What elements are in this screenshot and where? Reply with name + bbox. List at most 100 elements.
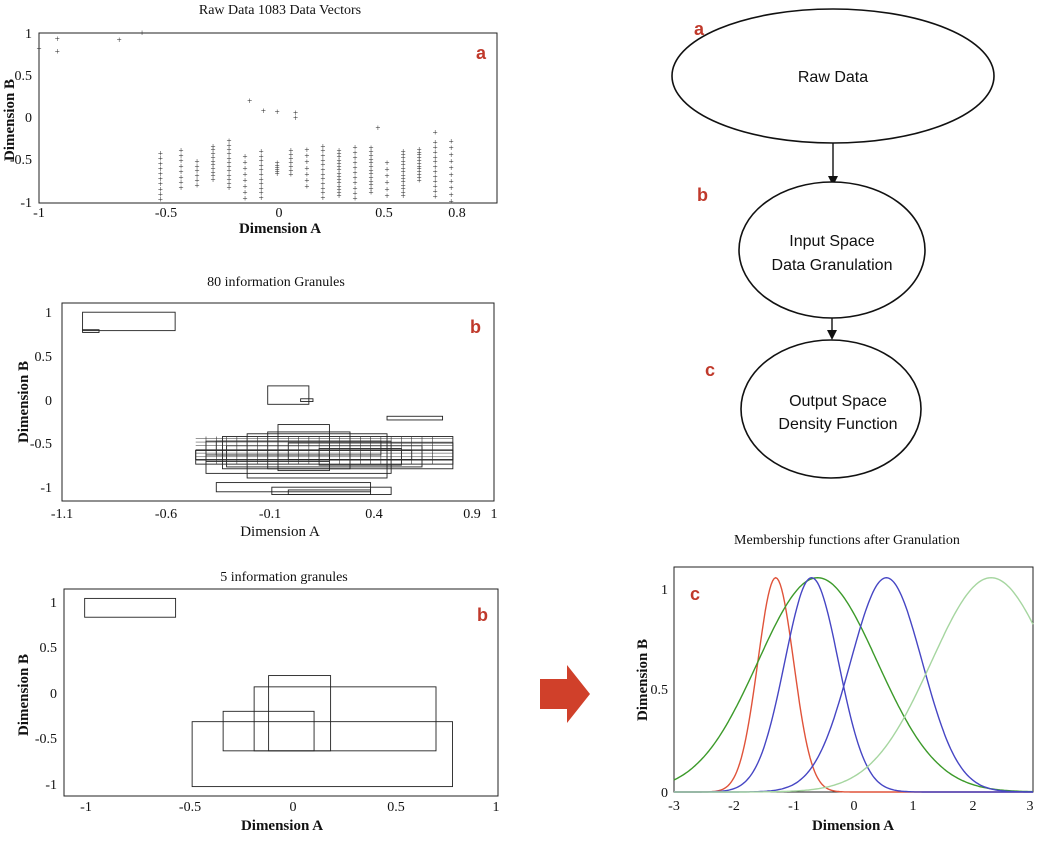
data-point: + xyxy=(275,107,280,117)
data-point: + xyxy=(55,47,60,57)
data-point: + xyxy=(259,156,264,166)
gran5-granules xyxy=(84,597,453,788)
data-point: + xyxy=(320,151,325,161)
data-point: + xyxy=(449,197,454,207)
data-point: + xyxy=(194,180,199,190)
data-point: + xyxy=(304,151,309,161)
gran5-y-axis-label: Dimension B xyxy=(16,654,32,736)
membership-xtick: -2 xyxy=(728,799,740,814)
raw-ytick: -0.5 xyxy=(10,153,32,168)
flow-letter-a: a xyxy=(694,19,705,39)
panel-membership: Membership functions after Granulation c… xyxy=(635,533,1034,834)
data-point: + xyxy=(369,165,374,175)
data-point: + xyxy=(417,150,422,160)
data-point: + xyxy=(433,127,438,137)
node-raw-data-label: Raw Data xyxy=(798,69,868,86)
gran80-ytick: 0 xyxy=(45,394,52,409)
node-density-function-line1: Output Space xyxy=(789,393,887,410)
gran5-xtick: 0.5 xyxy=(387,800,405,815)
data-point: + xyxy=(227,162,232,172)
gran80-y-ticks: 1 0.5 0 -0.5 -1 xyxy=(30,306,52,496)
data-point: + xyxy=(433,138,438,148)
data-point: + xyxy=(288,158,293,168)
membership-xtick: 1 xyxy=(910,799,917,814)
data-point: + xyxy=(417,167,422,177)
gran80-xtick: -0.6 xyxy=(155,507,177,522)
data-point: + xyxy=(320,179,325,189)
data-point: + xyxy=(449,170,454,180)
gran80-ytick: -1 xyxy=(40,481,52,496)
data-point: + xyxy=(259,160,264,170)
raw-xtick: 0 xyxy=(276,206,283,221)
data-point: + xyxy=(336,178,341,188)
data-point: + xyxy=(401,184,406,194)
data-point: + xyxy=(433,147,438,157)
granule-rect xyxy=(267,385,310,405)
node-data-granulation-line2: Data Granulation xyxy=(772,257,893,274)
data-point: + xyxy=(227,140,232,150)
data-point: + xyxy=(449,163,454,173)
data-point: + xyxy=(178,167,183,177)
flow-diagram: a b c Raw Data Input Space Data Granulat… xyxy=(671,8,995,479)
data-point: + xyxy=(401,181,406,191)
data-point: + xyxy=(433,172,438,182)
gran5-x-ticks: -1 -0.5 0 0.5 1 xyxy=(80,800,499,815)
data-point: + xyxy=(288,170,293,180)
gran5-panel-letter: b xyxy=(477,605,488,625)
data-point: + xyxy=(178,183,183,193)
data-point: + xyxy=(433,157,438,167)
raw-y-ticks: 1 0.5 0 -0.5 -1 xyxy=(10,27,32,211)
gran5-ytick: -1 xyxy=(45,778,57,793)
data-point: + xyxy=(211,171,216,181)
data-point: + xyxy=(227,158,232,168)
data-point: + xyxy=(336,175,341,185)
granule-rect xyxy=(271,486,392,496)
raw-ytick: 0 xyxy=(25,111,32,126)
gran5-ytick: 0.5 xyxy=(40,641,58,656)
data-point: + xyxy=(336,159,341,169)
membership-xtick: -3 xyxy=(668,799,680,814)
membership-y-axis-label: Dimension B xyxy=(635,639,651,721)
data-point: + xyxy=(336,181,341,191)
data-point: + xyxy=(211,164,216,174)
data-point: + xyxy=(417,173,422,183)
data-point: + xyxy=(369,188,374,198)
data-point: + xyxy=(385,158,390,168)
membership-curve xyxy=(673,576,1034,793)
gran5-xtick: 0 xyxy=(290,800,297,815)
data-point: + xyxy=(211,156,216,166)
data-point: + xyxy=(275,158,280,168)
data-point: + xyxy=(304,169,309,179)
raw-data-points: + + + + + + + + + + + + + + + + + + + + + + + + + + + + + + + + + + + + + + + +… xyxy=(36,28,453,207)
data-point: + xyxy=(178,151,183,161)
data-point: + xyxy=(194,161,199,171)
data-point: + xyxy=(417,170,422,180)
node-density-function-line2: Density Function xyxy=(778,416,897,433)
data-point: + xyxy=(158,184,163,194)
data-point: + xyxy=(259,193,264,203)
raw-title: Raw Data 1083 Data Vectors xyxy=(199,3,361,18)
granule-rect xyxy=(300,398,314,402)
data-point: + xyxy=(385,171,390,181)
data-point: + xyxy=(178,172,183,182)
data-point: + xyxy=(449,190,454,200)
panel-80-granules: 80 information Granules b -1.1 -0.6 -0.1… xyxy=(16,275,498,540)
data-point: + xyxy=(320,174,325,184)
data-point: + xyxy=(275,160,280,170)
membership-ytick: 0.5 xyxy=(651,683,669,698)
membership-xtick: -1 xyxy=(788,799,800,814)
data-point: + xyxy=(352,188,357,198)
data-point: + xyxy=(369,180,374,190)
membership-x-ticks: -3 -2 -1 0 1 2 3 xyxy=(668,799,1033,814)
data-point: + xyxy=(352,148,357,158)
raw-xtick: 0.8 xyxy=(448,206,466,221)
data-point: + xyxy=(288,166,293,176)
data-point: + xyxy=(178,162,183,172)
data-point: + xyxy=(293,108,298,118)
data-point: + xyxy=(158,174,163,184)
membership-xtick: 0 xyxy=(851,799,858,814)
data-point: + xyxy=(352,178,357,188)
data-point: + xyxy=(158,179,163,189)
data-point: + xyxy=(449,157,454,167)
data-point: + xyxy=(36,43,41,53)
